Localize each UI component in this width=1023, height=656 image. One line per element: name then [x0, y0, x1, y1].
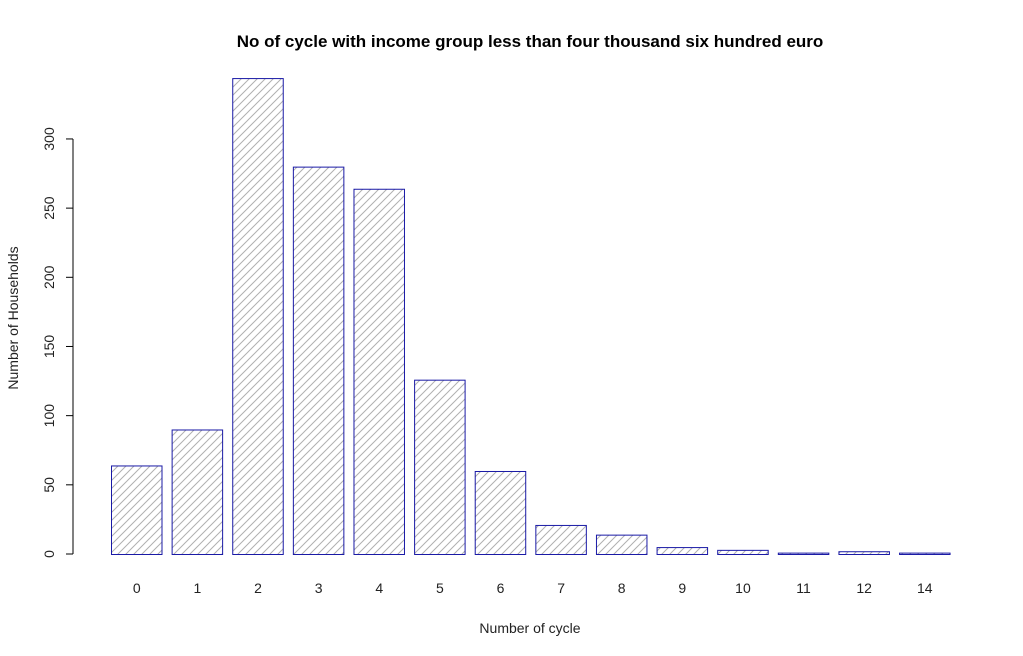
bars-group	[111, 78, 951, 556]
bar-3	[292, 166, 345, 555]
x-tick-label: 12	[856, 580, 872, 596]
x-tick-label: 6	[497, 580, 505, 596]
x-axis-label: Number of cycle	[479, 620, 580, 636]
x-tick-label: 1	[193, 580, 201, 596]
x-tick-labels: 0 1 2 3 4 5 6 7 8 9 10 11 12 14	[133, 580, 933, 596]
x-tick-label: 0	[133, 580, 141, 596]
y-tick-label: 50	[41, 477, 57, 493]
x-tick-label: 8	[618, 580, 626, 596]
y-tick-label: 150	[41, 335, 57, 359]
x-tick-label: 10	[735, 580, 751, 596]
x-tick-label: 9	[678, 580, 686, 596]
y-tick-label: 0	[41, 550, 57, 558]
y-axis: 0 50 100 150 200 250 300	[41, 127, 74, 558]
y-tick-label: 300	[41, 127, 57, 151]
x-tick-label: 14	[917, 580, 933, 596]
x-tick-label: 11	[796, 580, 811, 596]
bar-7	[535, 524, 587, 555]
bar-8	[595, 534, 648, 555]
bar-2	[232, 78, 284, 556]
bar-6	[474, 470, 527, 555]
bar-5	[414, 379, 466, 555]
bar-11	[777, 552, 830, 556]
bar-1	[171, 429, 224, 555]
x-tick-label: 3	[315, 580, 323, 596]
x-tick-label: 4	[375, 580, 383, 596]
bar-14	[899, 552, 951, 556]
bar-10	[717, 549, 769, 555]
bar-9	[656, 547, 709, 556]
x-tick-label: 2	[254, 580, 262, 596]
y-tick-label: 250	[41, 196, 57, 220]
y-axis-label: Number of Households	[5, 246, 21, 389]
bar-4	[353, 188, 405, 555]
x-tick-label: 5	[436, 580, 444, 596]
y-tick-label: 200	[41, 265, 57, 289]
bar-12	[838, 551, 890, 555]
y-tick-label: 100	[41, 404, 57, 428]
x-tick-label: 7	[557, 580, 565, 596]
bar-0	[111, 465, 163, 555]
chart-title: No of cycle with income group less than …	[237, 32, 824, 51]
